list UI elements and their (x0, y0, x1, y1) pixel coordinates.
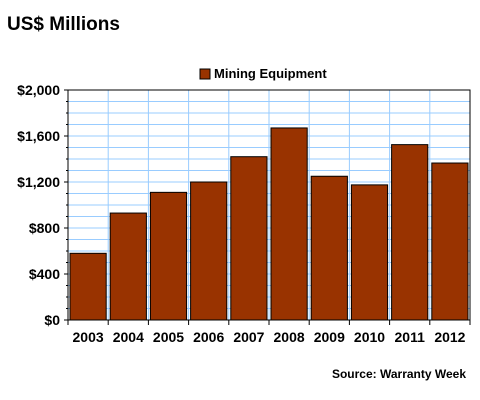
bar-2003 (69, 252, 107, 321)
bar-2006 (190, 181, 228, 321)
bar-2011 (391, 144, 429, 321)
legend-swatch (199, 68, 211, 80)
x-tick-label: 2012 (434, 329, 465, 345)
y-tick-label: $400 (29, 266, 60, 282)
y-tick-label: $1,200 (17, 174, 60, 190)
axes: $0 $400 $800 $1,200 $1,600 $2,000 2003 2004 2005… (17, 82, 471, 345)
bar-2012 (431, 162, 469, 321)
x-tick-label: 2004 (113, 329, 144, 345)
bar-2010 (350, 184, 389, 321)
bar-2004 (109, 212, 147, 321)
y-tick-label: $800 (29, 220, 60, 236)
x-tick-label: 2005 (153, 329, 184, 345)
bar-2008 (270, 127, 308, 321)
x-tick-label: 2006 (193, 329, 224, 345)
x-tick-label: 2003 (73, 329, 104, 345)
y-tick-label: $0 (44, 312, 60, 328)
legend: Mining Equipment (199, 66, 327, 81)
x-tick-label: 2007 (233, 329, 264, 345)
x-tick-label: 2008 (274, 329, 305, 345)
x-tick-label: 2009 (314, 329, 345, 345)
x-tick-label: 2011 (395, 329, 426, 345)
bar-2009 (310, 175, 348, 321)
bars (69, 127, 469, 321)
bar-2005 (149, 191, 188, 321)
y-tick-label: $1,600 (17, 128, 60, 144)
source-note: Source: Warranty Week (331, 367, 466, 381)
y-tick-label: $2,000 (17, 82, 60, 98)
bar-2007 (230, 156, 268, 321)
legend-label: Mining Equipment (214, 66, 327, 81)
x-tick-label: 2010 (354, 329, 385, 345)
chart-title: US$ Millions (7, 14, 120, 35)
